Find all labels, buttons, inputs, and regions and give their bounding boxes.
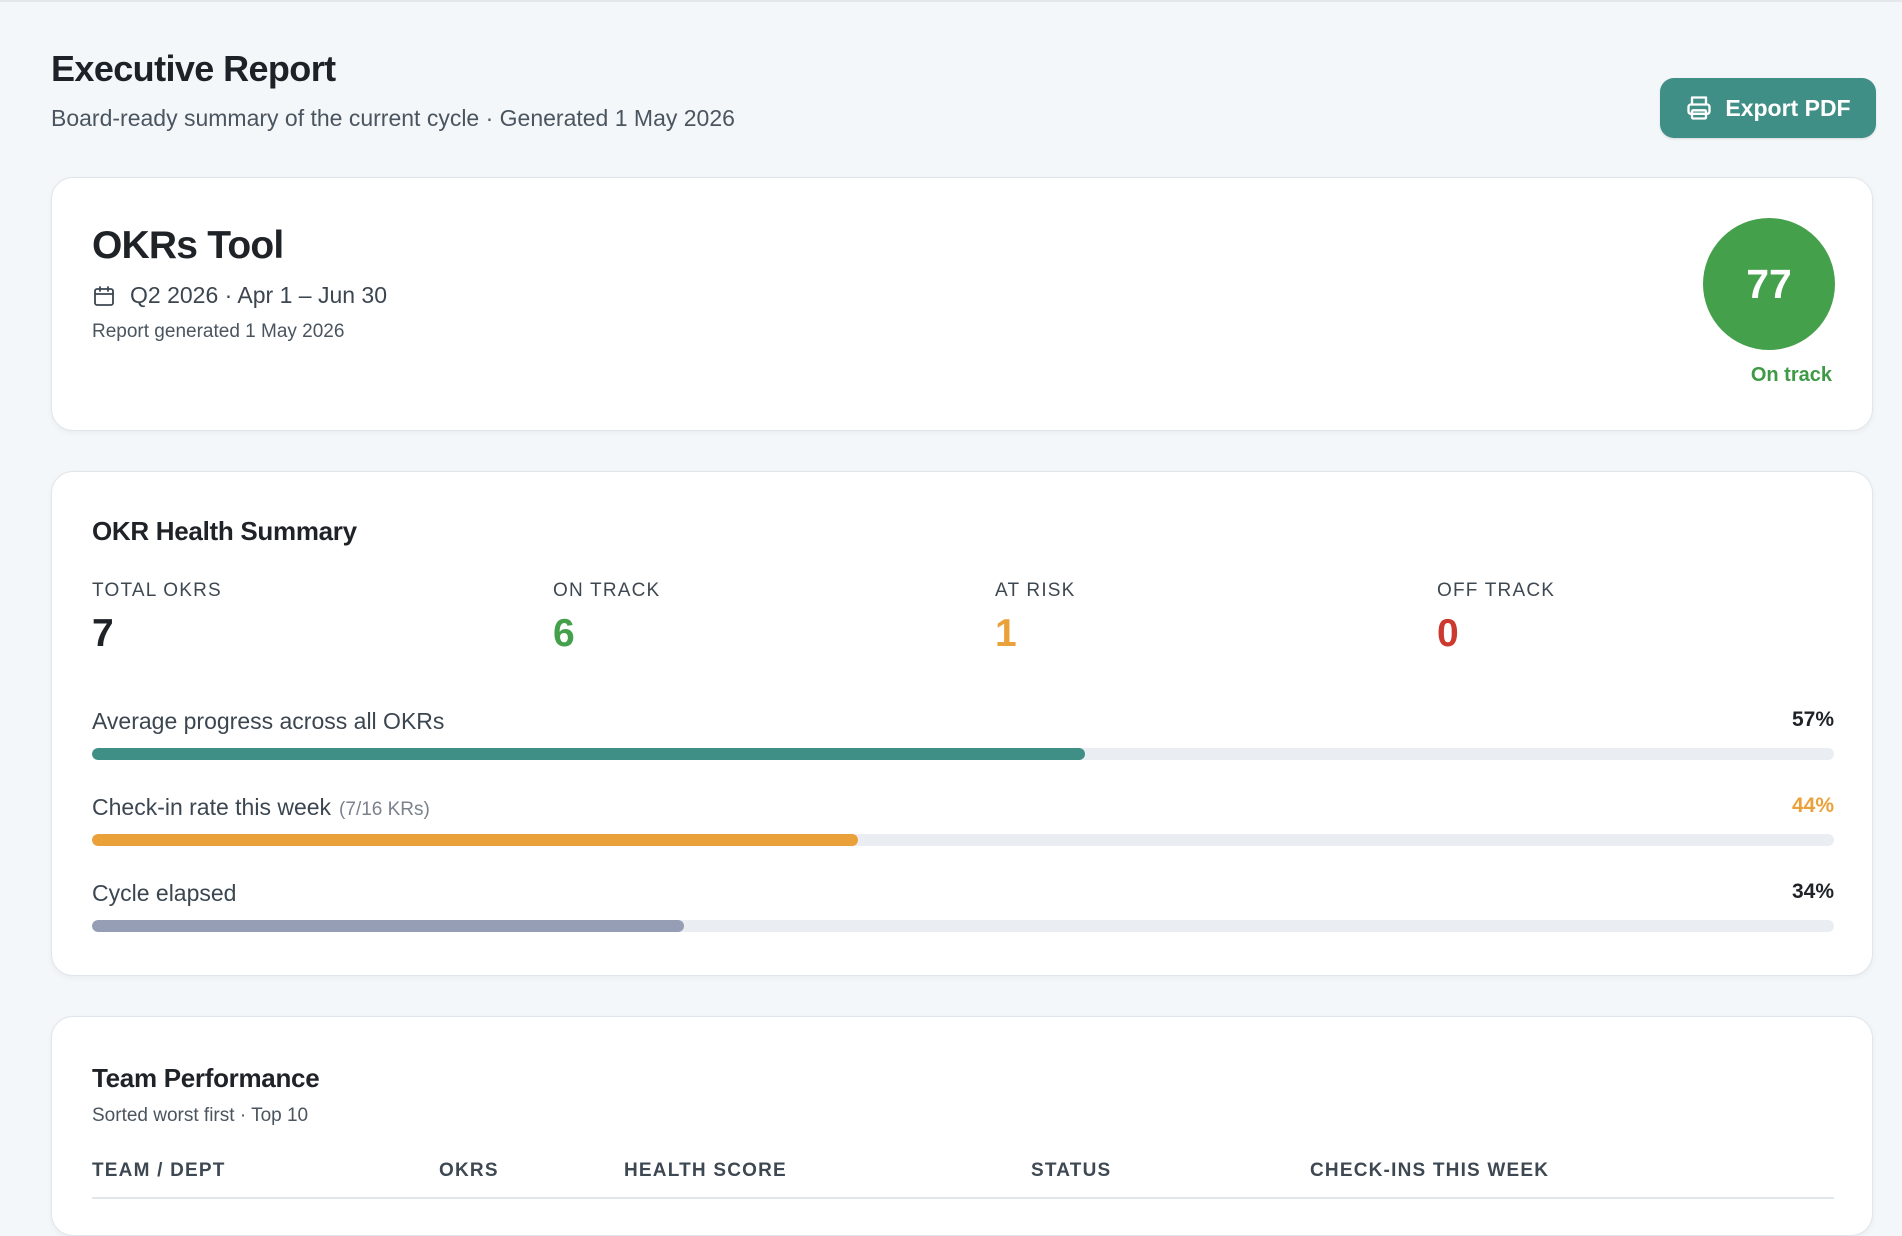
progress-track	[92, 834, 1834, 846]
metric-note: (7/16 KRs)	[339, 799, 430, 820]
stat-on-track: ON TRACK 6	[553, 580, 973, 656]
calendar-icon	[94, 285, 114, 306]
column-header-health-score[interactable]: HEALTH SCORE	[624, 1160, 787, 1181]
stat-label: TOTAL OKRS	[92, 580, 222, 601]
product-name: OKRs Tool	[92, 224, 284, 267]
metric-value: 57%	[1791, 708, 1834, 731]
printer-icon	[1687, 96, 1712, 120]
health-score-badge: 77	[1703, 218, 1835, 350]
export-pdf-label: Export PDF	[1725, 94, 1851, 121]
stat-at-risk: AT RISK 1	[995, 580, 1415, 656]
team-performance-card: Team Performance Sorted worst first · To…	[51, 1016, 1873, 1236]
stat-value: 6	[553, 612, 575, 655]
metric-label: Check-in rate this week (7/16 KRs)	[92, 794, 430, 820]
stat-label: AT RISK	[995, 580, 1076, 601]
stat-label: OFF TRACK	[1437, 580, 1556, 601]
cycle-label: Q2 2026 · Apr 1 – Jun 30	[130, 282, 388, 308]
stat-label: ON TRACK	[553, 580, 661, 601]
stat-off-track: OFF TRACK 0	[1437, 580, 1857, 656]
column-header-checkins[interactable]: CHECK-INS THIS WEEK	[1310, 1160, 1550, 1181]
page-subtitle: Board-ready summary of the current cycle…	[51, 105, 735, 131]
progress-fill	[92, 748, 1085, 760]
metric-value: 44%	[1791, 794, 1834, 817]
table-header-divider	[92, 1197, 1834, 1199]
progress-track	[92, 748, 1834, 760]
column-header-okrs[interactable]: OKRS	[439, 1160, 499, 1181]
overview-card: OKRs Tool Q2 2026 · Apr 1 – Jun 30 Repor…	[51, 177, 1873, 431]
progress-fill	[92, 920, 685, 932]
stat-value: 7	[92, 612, 114, 655]
column-header-status[interactable]: STATUS	[1031, 1160, 1112, 1181]
export-pdf-button[interactable]: Export PDF	[1660, 78, 1876, 138]
top-border	[0, 0, 1902, 2]
progress-track	[92, 920, 1834, 932]
metric-label: Average progress across all OKRs	[92, 708, 445, 734]
report-generated: Report generated 1 May 2026	[92, 321, 345, 342]
stat-total-okrs: TOTAL OKRS 7	[92, 580, 512, 656]
metric-value: 34%	[1791, 880, 1834, 903]
page-header: Executive Report Board-ready summary of …	[51, 48, 1876, 148]
okr-health-card: OKR Health Summary TOTAL OKRS 7 ON TRACK…	[51, 471, 1873, 976]
cycle-info: Q2 2026 · Apr 1 – Jun 30	[92, 282, 387, 309]
metric-label: Cycle elapsed	[92, 880, 237, 906]
column-header-team[interactable]: TEAM / DEPT	[92, 1160, 226, 1181]
health-score-status: On track	[1750, 364, 1832, 386]
section-subtitle: Sorted worst first · Top 10	[92, 1105, 309, 1126]
page-title: Executive Report	[51, 48, 336, 89]
progress-fill	[92, 834, 859, 846]
stat-value: 1	[995, 612, 1017, 655]
section-title: Team Performance	[92, 1063, 320, 1093]
section-title: OKR Health Summary	[92, 516, 357, 546]
stat-value: 0	[1437, 612, 1459, 655]
